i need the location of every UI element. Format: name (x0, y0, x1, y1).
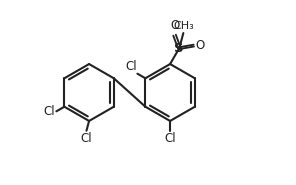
Text: Cl: Cl (125, 60, 136, 73)
Text: Cl: Cl (164, 132, 176, 145)
Text: Cl: Cl (43, 105, 55, 118)
Text: Cl: Cl (81, 132, 92, 145)
Text: S: S (174, 42, 184, 55)
Text: CH₃: CH₃ (173, 21, 194, 31)
Text: O: O (195, 39, 205, 52)
Text: O: O (170, 18, 179, 31)
